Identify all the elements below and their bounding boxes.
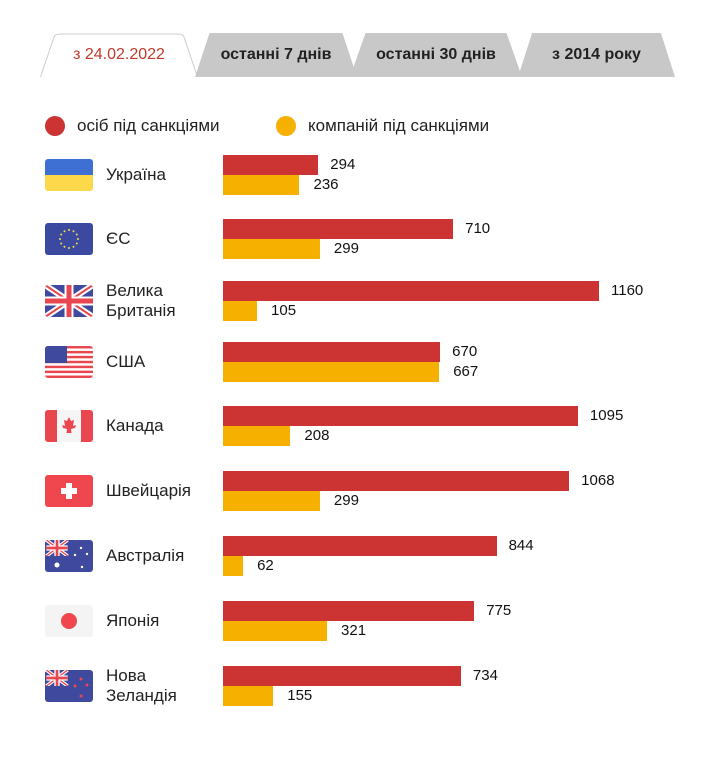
companies-bar bbox=[223, 686, 274, 706]
eu-flag-icon bbox=[45, 223, 93, 255]
country-name: Австралія bbox=[106, 546, 184, 566]
companies-value-label: 155 bbox=[287, 687, 313, 704]
country-name-line: ЄС bbox=[106, 229, 131, 248]
persons-bar bbox=[223, 536, 497, 556]
persons-bar bbox=[223, 281, 599, 301]
companies-value-label: 321 bbox=[341, 622, 367, 639]
companies-bar bbox=[223, 621, 328, 641]
tab-1[interactable]: з 24.02.2022 bbox=[40, 33, 198, 78]
country-name: Велика Британія bbox=[106, 281, 176, 321]
persons-value-label: 294 bbox=[330, 156, 356, 173]
persons-value-label: 734 bbox=[472, 667, 498, 684]
tab-2[interactable]: останні 7 днів bbox=[195, 33, 357, 77]
usa-flag-icon bbox=[45, 346, 93, 378]
country-name: Японія bbox=[106, 611, 159, 631]
legend-companies-label: компаній під санкціями bbox=[308, 116, 490, 135]
legend-companies-dot bbox=[276, 116, 296, 136]
persons-value-label: 1160 bbox=[611, 282, 644, 299]
australia-flag-icon bbox=[45, 540, 93, 572]
companies-bar bbox=[223, 175, 300, 195]
persons-bar bbox=[223, 601, 475, 621]
country-name-line: Україна bbox=[106, 165, 166, 184]
companies-bar bbox=[223, 556, 244, 576]
companies-value-label: 299 bbox=[333, 240, 359, 257]
persons-bar bbox=[223, 471, 570, 491]
tab-label: з 2014 року bbox=[552, 46, 641, 63]
persons-value-label: 775 bbox=[486, 602, 512, 619]
tab-3[interactable]: останні 30 днів bbox=[350, 33, 522, 77]
persons-value-label: 710 bbox=[465, 220, 491, 237]
persons-bar bbox=[223, 155, 319, 175]
ukraine-flag-icon bbox=[45, 159, 93, 191]
companies-value-label: 208 bbox=[304, 427, 330, 444]
companies-value-label: 667 bbox=[453, 363, 479, 380]
country-name-line: Австралія bbox=[106, 546, 185, 565]
companies-value-label: 105 bbox=[271, 302, 297, 319]
companies-value-label: 62 bbox=[257, 557, 274, 574]
legend-persons-label: осіб під санкціями bbox=[77, 116, 220, 135]
country-name: ЄС bbox=[106, 229, 131, 249]
tab-label: з 24.02.2022 bbox=[73, 46, 165, 63]
persons-bar bbox=[223, 406, 578, 426]
persons-value-label: 1095 bbox=[589, 407, 624, 424]
uk-flag-icon bbox=[45, 285, 93, 317]
legend-persons: осіб під санкціями bbox=[45, 116, 220, 136]
country-name-line: Зеландія bbox=[106, 686, 177, 705]
companies-value-label: 236 bbox=[313, 176, 339, 193]
switzerland-flag-icon bbox=[45, 475, 93, 507]
country-name-line: Швейцарія bbox=[106, 481, 191, 500]
new-zealand-flag-icon bbox=[45, 670, 93, 702]
country-name: США bbox=[106, 352, 145, 372]
companies-value-label: 299 bbox=[333, 492, 359, 509]
canada-flag-icon bbox=[45, 410, 93, 442]
tab-label: останні 7 днів bbox=[220, 46, 332, 63]
persons-value-label: 670 bbox=[452, 343, 478, 360]
country-name-line: Нова bbox=[106, 666, 147, 685]
country-name-line: Канада bbox=[106, 416, 164, 435]
tab-label: останні 30 днів bbox=[376, 46, 496, 63]
japan-flag-icon bbox=[45, 605, 93, 637]
country-name: Швейцарія bbox=[106, 481, 191, 501]
companies-bar bbox=[223, 239, 320, 259]
companies-bar bbox=[223, 491, 320, 511]
country-name: Канада bbox=[106, 416, 164, 436]
country-name-line: США bbox=[106, 352, 146, 371]
companies-bar bbox=[223, 301, 258, 321]
persons-bar bbox=[223, 342, 441, 362]
country-name: Нова Зеландія bbox=[106, 666, 177, 706]
persons-value-label: 844 bbox=[508, 537, 534, 554]
tab-4[interactable]: з 2014 року bbox=[518, 33, 675, 77]
persons-value-label: 1068 bbox=[581, 472, 615, 489]
country-name-line: Британія bbox=[106, 301, 176, 320]
companies-bar bbox=[223, 362, 440, 382]
legend-companies: компаній під санкціями bbox=[276, 116, 489, 136]
companies-bar bbox=[223, 426, 291, 446]
persons-bar bbox=[223, 219, 454, 239]
country-name-line: Велика bbox=[106, 281, 163, 300]
country-name-line: Японія bbox=[106, 611, 160, 630]
persons-bar bbox=[223, 666, 461, 686]
country-name: Україна bbox=[106, 165, 166, 185]
legend-persons-dot bbox=[45, 116, 65, 136]
